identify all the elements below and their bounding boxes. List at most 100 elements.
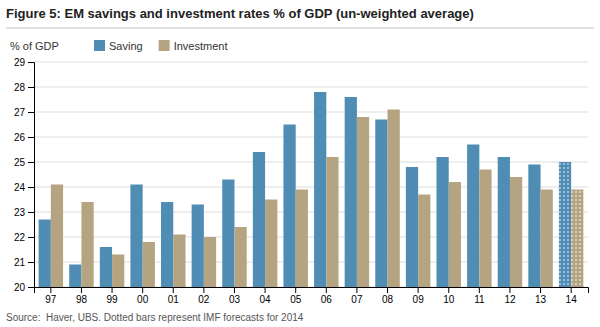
- bar: [406, 167, 418, 287]
- y-tick-label: 22: [14, 232, 26, 243]
- bar: [357, 117, 369, 287]
- plot: 2021222324252627282997989900010203040506…: [14, 57, 589, 305]
- x-tick-mark: [173, 287, 174, 293]
- bar: [173, 235, 185, 288]
- x-tick-mark: [142, 287, 143, 293]
- x-tick: 97: [45, 287, 57, 305]
- x-tick-label: 04: [260, 294, 272, 305]
- y-tick-mark: [28, 287, 34, 288]
- x-tick-mark: [295, 287, 296, 293]
- x-tick: 10: [443, 287, 455, 305]
- grid: [34, 62, 588, 287]
- x-tick: 11: [474, 287, 485, 305]
- y-tick: 24: [14, 182, 34, 193]
- y-tick-mark: [28, 187, 34, 188]
- y-tick: 26: [14, 132, 34, 143]
- bar: [345, 97, 357, 287]
- y-tick: 23: [14, 207, 34, 218]
- y-tick-label: 21: [14, 257, 26, 268]
- bar: [510, 177, 522, 287]
- y-tick-mark: [28, 87, 34, 88]
- bar: [498, 157, 510, 287]
- x-tick-label: 12: [504, 294, 516, 305]
- y-tick: 29: [14, 57, 34, 68]
- y-tick-label: 28: [14, 82, 26, 93]
- y-tick-label: 27: [14, 107, 26, 118]
- x-tick-mark: [509, 287, 510, 293]
- bar: [375, 120, 387, 288]
- x-tick-label: 08: [382, 294, 394, 305]
- bar: [222, 180, 234, 288]
- bar: [528, 165, 540, 288]
- annotation: Source: Haver, UBS. Dotted bars represen…: [6, 312, 304, 323]
- legend-label: Investment: [174, 40, 228, 52]
- bar: [112, 255, 124, 288]
- y-tick-label: 24: [14, 182, 26, 193]
- grid-line: [34, 87, 588, 88]
- x-tick: 00: [137, 287, 149, 305]
- bar: [143, 242, 155, 287]
- x-tick-label: 10: [443, 294, 455, 305]
- x-axis: 979899000102030405060708091011121314: [35, 287, 589, 305]
- bar: [161, 202, 173, 287]
- x-tick: 12: [504, 287, 516, 305]
- bar: [234, 227, 246, 287]
- bar: [541, 190, 553, 288]
- bar: [283, 125, 295, 288]
- bar: [130, 185, 142, 288]
- bar: [253, 152, 265, 287]
- legend-swatch: [94, 40, 105, 51]
- bar: [265, 200, 277, 288]
- x-tick-mark: [112, 287, 113, 293]
- x-tick-label: 97: [45, 294, 57, 305]
- bar: [418, 195, 430, 288]
- y-tick-mark: [28, 212, 34, 213]
- x-tick-mark: [418, 287, 419, 293]
- bar: [388, 110, 400, 288]
- bar: [467, 145, 479, 288]
- x-tick-mark: [81, 287, 82, 293]
- x-tick-mark: [234, 287, 235, 293]
- title: Figure 5: EM savings and investment rate…: [6, 6, 474, 21]
- x-tick-mark: [479, 287, 480, 293]
- y-tick-mark: [28, 162, 34, 163]
- y-tick: 20: [14, 282, 34, 293]
- bar: [192, 205, 204, 288]
- bar: [51, 185, 63, 288]
- bar: [449, 182, 461, 287]
- bar: [204, 237, 216, 287]
- x-tick-mark: [326, 287, 327, 293]
- y-tick-label: 26: [14, 132, 26, 143]
- x-tick-mark: [448, 287, 449, 293]
- x-tick-label: 06: [321, 294, 333, 305]
- x-tick: 08: [382, 287, 394, 305]
- x-tick-label: 01: [168, 294, 180, 305]
- y-tick-label: 23: [14, 207, 26, 218]
- y-tick: 21: [14, 257, 34, 268]
- x-tick: 04: [260, 287, 272, 305]
- legend-item: Saving: [94, 40, 143, 52]
- legend-item: Investment: [159, 40, 228, 52]
- x-tick-label: 00: [137, 294, 149, 305]
- bar: [69, 265, 81, 288]
- series: [51, 110, 584, 288]
- x-tick-label: 03: [229, 294, 241, 305]
- x-tick: 07: [351, 287, 363, 305]
- y-tick: 28: [14, 82, 34, 93]
- x-tick-label: 11: [474, 294, 485, 305]
- x-tick-mark: [356, 287, 357, 293]
- y-tick: 25: [14, 157, 34, 168]
- y-axis: 20 21 22 23 24 25 26 27 28 29: [14, 57, 35, 293]
- bar: [296, 190, 308, 288]
- legend-label: Saving: [109, 40, 143, 52]
- y-tick-label: 20: [14, 282, 26, 293]
- y-tick-mark: [28, 137, 34, 138]
- y-tick: 22: [14, 232, 34, 243]
- bar: [479, 170, 491, 288]
- x-tick-mark: [571, 287, 572, 293]
- y-tick-label: 29: [14, 57, 26, 68]
- x-axis-line: [35, 288, 589, 294]
- bar: [559, 162, 571, 287]
- x-tick: 98: [76, 287, 88, 305]
- y-tick: 27: [14, 107, 34, 118]
